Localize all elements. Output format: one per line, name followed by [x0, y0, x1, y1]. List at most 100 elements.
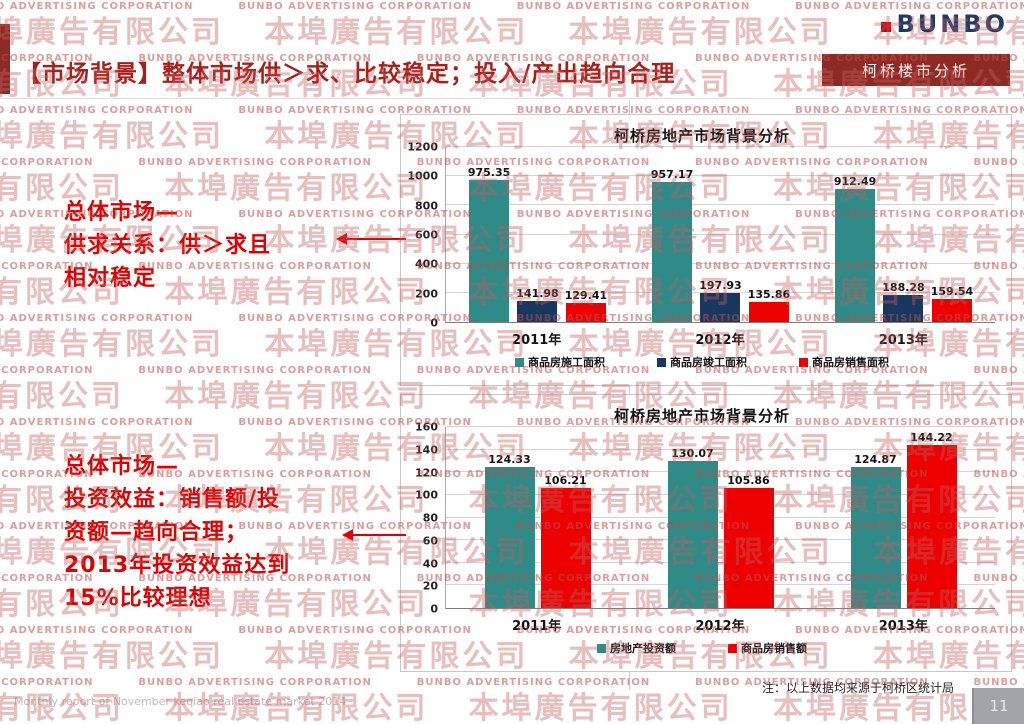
bar	[700, 293, 741, 322]
x-axis-label: 2013年	[878, 619, 928, 634]
gridline	[446, 471, 995, 473]
bar	[883, 294, 924, 322]
x-axis-label: 2012年	[695, 619, 745, 634]
y-tick-label: 800	[415, 199, 438, 213]
bar	[652, 182, 693, 322]
y-tick-label: 1000	[407, 169, 438, 183]
legend-swatch-icon	[728, 643, 737, 653]
y-tick-label: 60	[422, 534, 438, 548]
section-badge: 柯桥楼市分析	[822, 54, 1010, 86]
bar-value-label: 188.28	[882, 280, 925, 294]
left-accent-strip	[0, 24, 10, 94]
legend-swatch-icon	[515, 357, 524, 367]
bar-value-label: 159.54	[930, 284, 974, 298]
bar-value-label: 144.22	[910, 430, 953, 444]
bar	[565, 303, 606, 322]
gridline	[446, 204, 995, 206]
bar-value-label: 957.17	[650, 168, 694, 182]
legend-item: 商品房施工面积	[515, 354, 605, 370]
bar-value-label: 141.98	[516, 287, 559, 301]
y-tick-label: 600	[415, 228, 438, 242]
chart-title: 柯桥房地产市场背景分析	[613, 407, 790, 425]
y-tick-label: 200	[415, 287, 438, 301]
watermark-row: BUNBO ADVERTISING CORPORATION BUNBO ADVE…	[0, 1, 1024, 50]
bar-value-label: 135.86	[747, 288, 791, 302]
left-arrow-icon	[342, 529, 406, 541]
legend-swatch-icon	[799, 357, 808, 367]
gridline	[446, 146, 995, 147]
bar-value-label: 197.93	[699, 279, 742, 293]
legend-item: 商品房竣工面积	[657, 354, 747, 370]
bar-value-label: 130.07	[671, 446, 714, 460]
plot-area: 975.35 141.98 129.41 957.17 197.93 135.86 912.…	[445, 146, 995, 323]
bar-group: 957.17 197.93 135.86	[629, 147, 812, 322]
gridline	[446, 233, 995, 235]
logo-text: BUNBO	[896, 10, 1008, 38]
legend-swatch-icon	[597, 643, 606, 653]
x-axis: 2011年 2012年 2013年	[445, 609, 995, 635]
bar-group: 124.87 144.22	[812, 427, 995, 608]
gridline	[446, 561, 995, 563]
page-number: 11	[972, 688, 1024, 724]
legend-item: 商品房销售额	[728, 640, 807, 656]
bar	[517, 301, 558, 322]
annotation-line: 供求关系：供＞求且	[64, 233, 272, 258]
gridline	[446, 584, 995, 586]
x-axis-label: 2013年	[878, 333, 928, 348]
bar	[931, 298, 972, 322]
bar-value-label: 106.21	[544, 473, 587, 487]
y-tick-label: 140	[415, 443, 438, 457]
y-tick-label: 160	[415, 420, 438, 434]
bar-value-label: 124.87	[854, 452, 897, 466]
gridline	[446, 493, 995, 495]
y-tick-label: 1200	[407, 140, 438, 154]
annotation-line: 2013年投资效益达到	[64, 553, 291, 578]
gridline	[446, 516, 995, 518]
bar	[540, 487, 591, 608]
bar-value-label: 124.33	[488, 453, 531, 467]
x-axis: 2011年 2012年 2013年	[445, 323, 995, 349]
legend-item: 商品房销售面积	[799, 354, 889, 370]
bunbo-logo: BUNBO	[881, 12, 1008, 36]
gridline	[446, 539, 995, 541]
y-axis: 0 20 40 60 80 100 120 140 160	[409, 422, 445, 615]
legend-swatch-icon	[657, 357, 666, 367]
x-axis-label: 2011年	[512, 333, 562, 348]
annotation-line: 资额—趋向合理；	[64, 520, 249, 545]
annotation-line: 15%比较理想	[64, 586, 212, 611]
data-source-note: 注：以上数据均来源于柯桥区统计局	[761, 681, 954, 695]
gridline	[446, 291, 995, 293]
bar	[835, 188, 876, 322]
legend: 商品房施工面积 商品房竣工面积 商品房销售面积	[409, 349, 995, 375]
bar	[850, 466, 901, 608]
y-tick-label: 0	[430, 602, 438, 616]
x-axis-label: 2012年	[695, 333, 745, 348]
bar-value-label: 129.41	[564, 289, 608, 303]
bar-group: 975.35 141.98 129.41	[446, 147, 629, 322]
annotation-line: 总体市场—	[64, 454, 180, 479]
report-label: Monthly report of November keqiao real e…	[14, 695, 347, 708]
annotation-line: 相对稳定	[64, 266, 157, 291]
header-divider	[0, 98, 1024, 99]
bar	[906, 444, 957, 608]
annotation-supply-demand: 总体市场— 供求关系：供＞求且 相对稳定	[64, 196, 271, 295]
gridline	[446, 448, 995, 450]
bar-value-label: 975.35	[467, 165, 511, 179]
bar	[667, 460, 718, 608]
chart-title: 柯桥房地产市场背景分析	[613, 127, 790, 145]
annotation-investment: 总体市场— 投资效益：销售额/投 资额—趋向合理； 2013年投资效益达到 15…	[64, 450, 290, 615]
annotation-line: 总体市场—	[64, 200, 180, 225]
legend: 房地产投资额 商品房销售额	[409, 635, 995, 661]
y-tick-label: 120	[415, 466, 438, 479]
bar	[484, 467, 535, 608]
legend-item: 房地产投资额	[597, 640, 676, 656]
bar	[748, 302, 789, 322]
y-tick-label: 100	[415, 488, 438, 502]
chart-panel-investment-sales: 柯桥房地产市场背景分析 0 20 40 60 80 100 120 140 160 124.33…	[400, 394, 1012, 672]
chart-panel-supply-demand: 柯桥房地产市场背景分析 0 200 400 600 800 1000 1200 975.35…	[400, 114, 1012, 386]
bar-group: 130.07 105.86	[629, 427, 812, 608]
y-tick-label: 40	[422, 557, 438, 570]
left-arrow-icon	[336, 233, 406, 245]
gridline	[446, 175, 995, 177]
bar-group: 124.33 106.21	[446, 427, 629, 608]
